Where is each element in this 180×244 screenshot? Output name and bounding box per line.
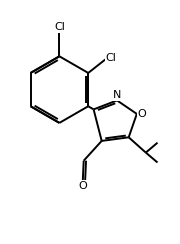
Text: N: N bbox=[113, 90, 122, 100]
Text: Cl: Cl bbox=[106, 53, 116, 63]
Text: Cl: Cl bbox=[54, 22, 65, 32]
Text: O: O bbox=[79, 181, 87, 191]
Text: O: O bbox=[138, 109, 147, 119]
